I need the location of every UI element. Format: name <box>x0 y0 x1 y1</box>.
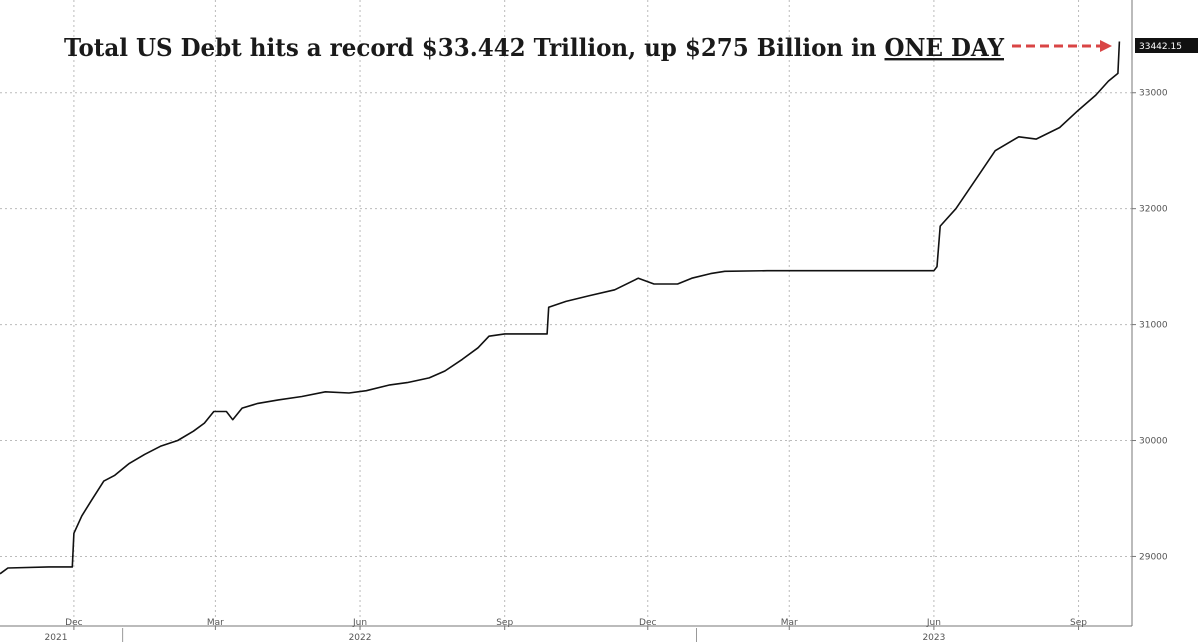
y-tick-label: 33000 <box>1139 89 1168 99</box>
x-year-label: 2021 <box>45 633 68 642</box>
x-tick-label: Dec <box>639 618 656 628</box>
x-tick-label: Dec <box>65 618 82 628</box>
title-prefix: Total US Debt hits a record $33.442 Tril… <box>64 33 885 62</box>
last-value-label: 33442.15 <box>1139 42 1182 52</box>
last-value-badge: 33442.15 <box>1135 38 1198 53</box>
x-tick-label: Jun <box>352 618 367 628</box>
x-tick-label: Jun <box>926 618 941 628</box>
y-tick-label: 30000 <box>1139 437 1168 447</box>
y-tick-label: 31000 <box>1139 321 1168 331</box>
x-year-label: 2022 <box>349 633 372 642</box>
tick-labels: 29000 30000 31000 32000 33000 Dec Mar Jun Sep Dec… <box>45 89 1168 642</box>
series-layer <box>0 41 1121 575</box>
x-tick-label: Sep <box>496 618 513 628</box>
y-tick-label: 32000 <box>1139 205 1168 215</box>
x-tick-label: Mar <box>207 618 224 628</box>
title-emphasis: ONE DAY <box>885 33 1005 62</box>
axes <box>0 0 1133 627</box>
annotation-arrow <box>1012 40 1112 52</box>
debt-series-line <box>0 41 1121 575</box>
x-tick-label: Mar <box>781 618 798 628</box>
gridlines <box>0 0 1132 626</box>
x-year-label: 2023 <box>922 633 945 642</box>
y-tick-label: 29000 <box>1139 552 1168 562</box>
chart-title: Total US Debt hits a record $33.442 Tril… <box>64 33 1005 62</box>
x-tick-label: Sep <box>1070 618 1087 628</box>
